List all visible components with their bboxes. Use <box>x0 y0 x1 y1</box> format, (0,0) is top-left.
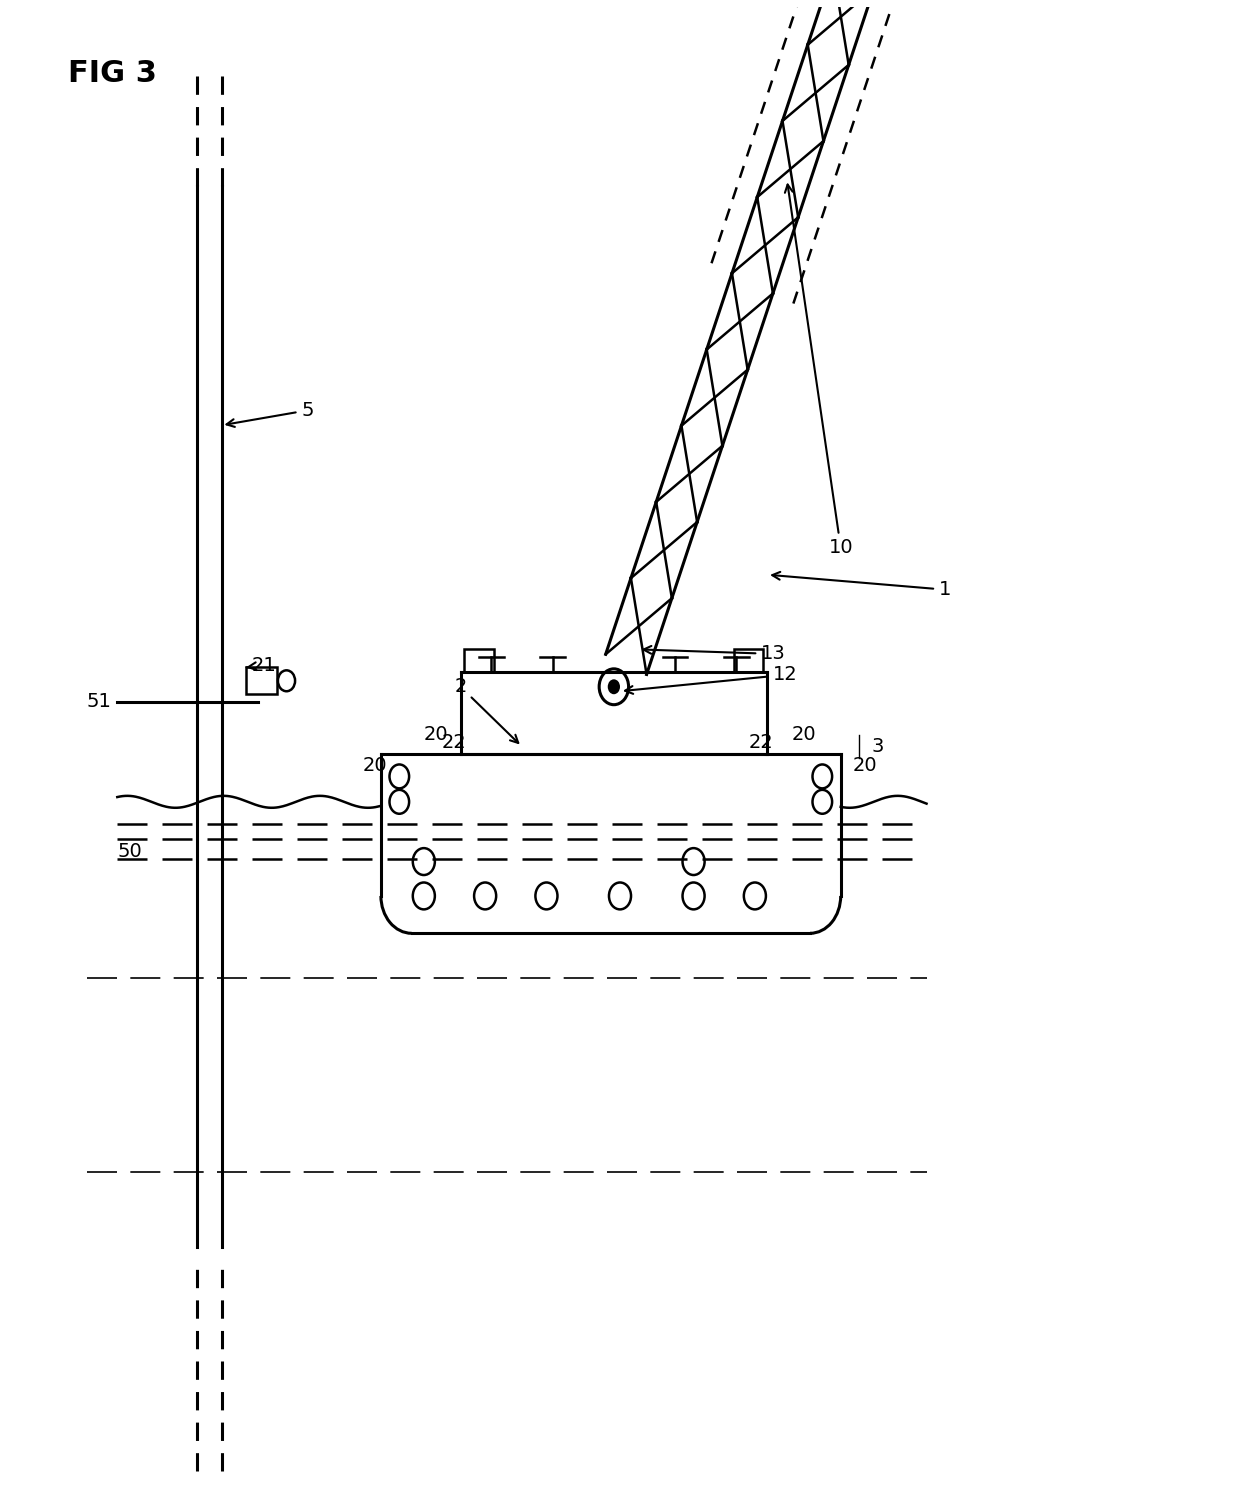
Text: 13: 13 <box>644 644 786 664</box>
Text: FIG 3: FIG 3 <box>68 59 157 89</box>
Text: 1: 1 <box>773 572 951 599</box>
Bar <box>246 668 277 694</box>
Text: 20: 20 <box>791 725 816 743</box>
Text: 21: 21 <box>247 656 277 674</box>
Text: 5: 5 <box>227 401 314 427</box>
Text: 10: 10 <box>785 184 853 558</box>
Circle shape <box>608 679 620 694</box>
Text: 3: 3 <box>872 737 884 756</box>
Text: 2: 2 <box>454 677 518 743</box>
Text: 20: 20 <box>424 725 449 743</box>
Text: 50: 50 <box>118 841 143 861</box>
Text: 12: 12 <box>625 665 799 694</box>
Text: 22: 22 <box>443 733 466 751</box>
Text: 20: 20 <box>853 757 878 775</box>
Text: 51: 51 <box>87 692 112 712</box>
Text: 22: 22 <box>749 733 774 751</box>
Bar <box>734 650 764 673</box>
Text: 20: 20 <box>362 757 387 775</box>
Bar <box>464 650 494 673</box>
